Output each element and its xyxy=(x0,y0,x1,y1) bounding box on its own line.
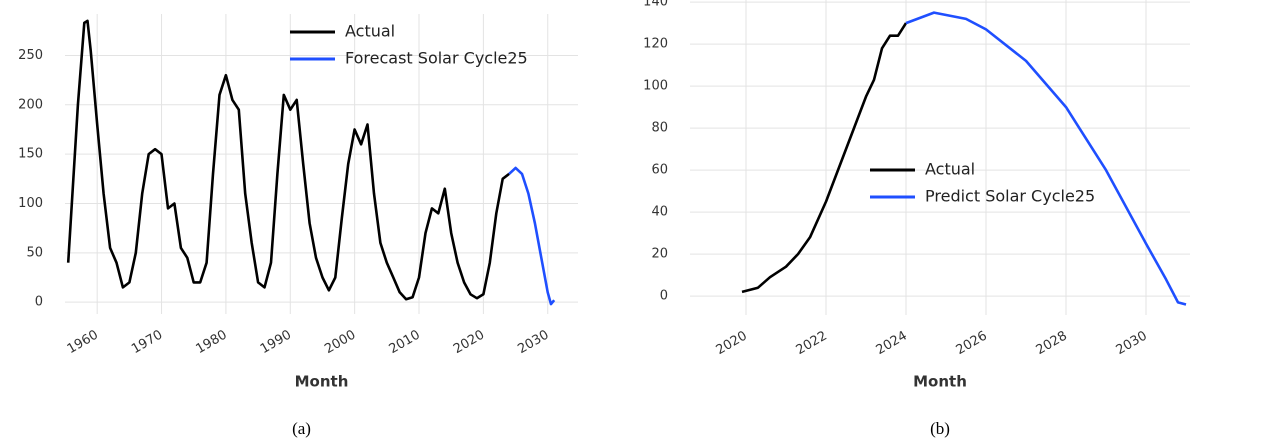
x-tick-label: 2000 xyxy=(322,328,358,358)
x-tick-label: 1970 xyxy=(129,328,165,358)
y-tick-label: 100 xyxy=(18,196,43,211)
y-tick-label: 80 xyxy=(651,121,668,136)
x-tick-label: 2020 xyxy=(451,328,487,358)
y-tick-label: 0 xyxy=(35,295,43,310)
x-tick-label: 2020 xyxy=(714,329,750,359)
data-line xyxy=(905,11,1187,306)
x-axis-label: Month xyxy=(295,373,349,391)
legend-label: Actual xyxy=(925,160,975,179)
data-line xyxy=(66,19,510,301)
y-tick-label: 100 xyxy=(643,79,668,94)
y-tick-label: 0 xyxy=(660,289,668,304)
y-tick-label: 20 xyxy=(651,247,668,262)
legend-label: Actual xyxy=(345,22,395,41)
y-tick-label: 200 xyxy=(18,97,43,112)
caption: (b) xyxy=(930,419,950,438)
x-tick-label: 2028 xyxy=(1034,329,1070,359)
x-tick-label: 2022 xyxy=(794,329,830,359)
x-tick-label: 1980 xyxy=(194,328,230,358)
data-line xyxy=(508,166,556,306)
y-tick-label: 150 xyxy=(18,147,43,162)
y-tick-label: 50 xyxy=(26,245,43,260)
legend-label: Predict Solar Cycle25 xyxy=(925,187,1095,206)
y-tick-label: 40 xyxy=(651,205,668,220)
y-tick-label: 60 xyxy=(651,163,668,178)
y-tick-label: 250 xyxy=(18,48,43,63)
data-line xyxy=(741,22,908,294)
legend-label: Forecast Solar Cycle25 xyxy=(345,49,528,68)
y-tick-label: 120 xyxy=(643,37,668,52)
x-tick-label: 2030 xyxy=(1114,329,1150,359)
x-axis-label: Month xyxy=(913,373,967,391)
x-tick-label: 2024 xyxy=(874,329,910,359)
caption: (a) xyxy=(292,419,311,438)
x-tick-label: 2026 xyxy=(954,329,990,359)
x-tick-label: 2030 xyxy=(515,328,551,358)
x-tick-label: 1960 xyxy=(65,328,101,358)
x-tick-label: 2010 xyxy=(387,328,423,358)
y-tick-label: 140 xyxy=(643,0,668,10)
x-tick-label: 1990 xyxy=(258,328,294,358)
